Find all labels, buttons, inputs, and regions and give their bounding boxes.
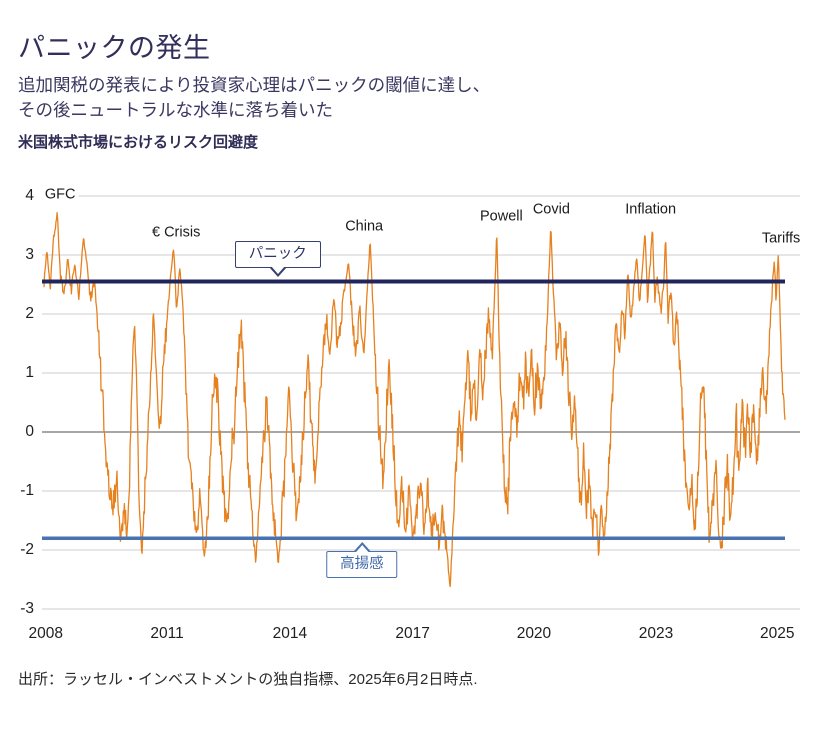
panic-threshold-callout: パニック [234, 240, 321, 277]
x-tick-label: 2014 [272, 625, 308, 642]
risk-aversion-series-line [43, 212, 786, 588]
y-tick-label: -2 [20, 541, 34, 558]
event-annotation-inflation: Inflation [622, 201, 680, 219]
euphoria-threshold-callout: 高揚感 [326, 542, 398, 579]
y-tick-label: 0 [25, 423, 34, 440]
y-tick-label: 2 [25, 305, 34, 322]
callout-tail-icon [354, 545, 369, 554]
event-annotation-crisis: € Crisis [148, 224, 204, 242]
y-tick-label: -3 [20, 600, 34, 617]
page-title: パニックの発生 [18, 33, 211, 63]
event-annotation-china: China [342, 218, 387, 236]
x-tick-label: 2025 [760, 625, 795, 642]
callout-tail-icon [270, 265, 285, 274]
euphoria-callout-label: 高揚感 [340, 556, 384, 573]
event-annotation-covid: Covid [529, 201, 573, 219]
subtitle-line-2: その後ニュートラルな水準に落ち着いた [18, 100, 333, 120]
x-tick-label: 2020 [516, 625, 552, 642]
event-annotation-tariffs: Tariffs [758, 230, 804, 248]
event-annotation-powell: Powell [476, 208, 526, 226]
y-tick-label: 4 [25, 187, 34, 204]
panic-callout-label: パニック [248, 245, 307, 262]
x-tick-label: 2008 [28, 625, 64, 642]
x-tick-label: 2023 [638, 625, 674, 642]
y-tick-label: 1 [25, 364, 34, 381]
source-note: 出所：ラッセル・インベストメントの独自指標、2025年6月2日時点. [18, 671, 478, 688]
y-tick-label: -1 [20, 482, 34, 499]
subtitle-line-1: 追加関税の発表により投資家心理はパニックの閾値に達し、 [18, 75, 491, 95]
x-tick-label: 2011 [150, 625, 184, 642]
x-tick-label: 2017 [395, 625, 430, 642]
chart-measure-label: 米国株式市場におけるリスク回避度 [18, 134, 259, 151]
y-tick-label: 3 [25, 246, 34, 263]
event-annotation-gfc: GFC [41, 186, 79, 204]
